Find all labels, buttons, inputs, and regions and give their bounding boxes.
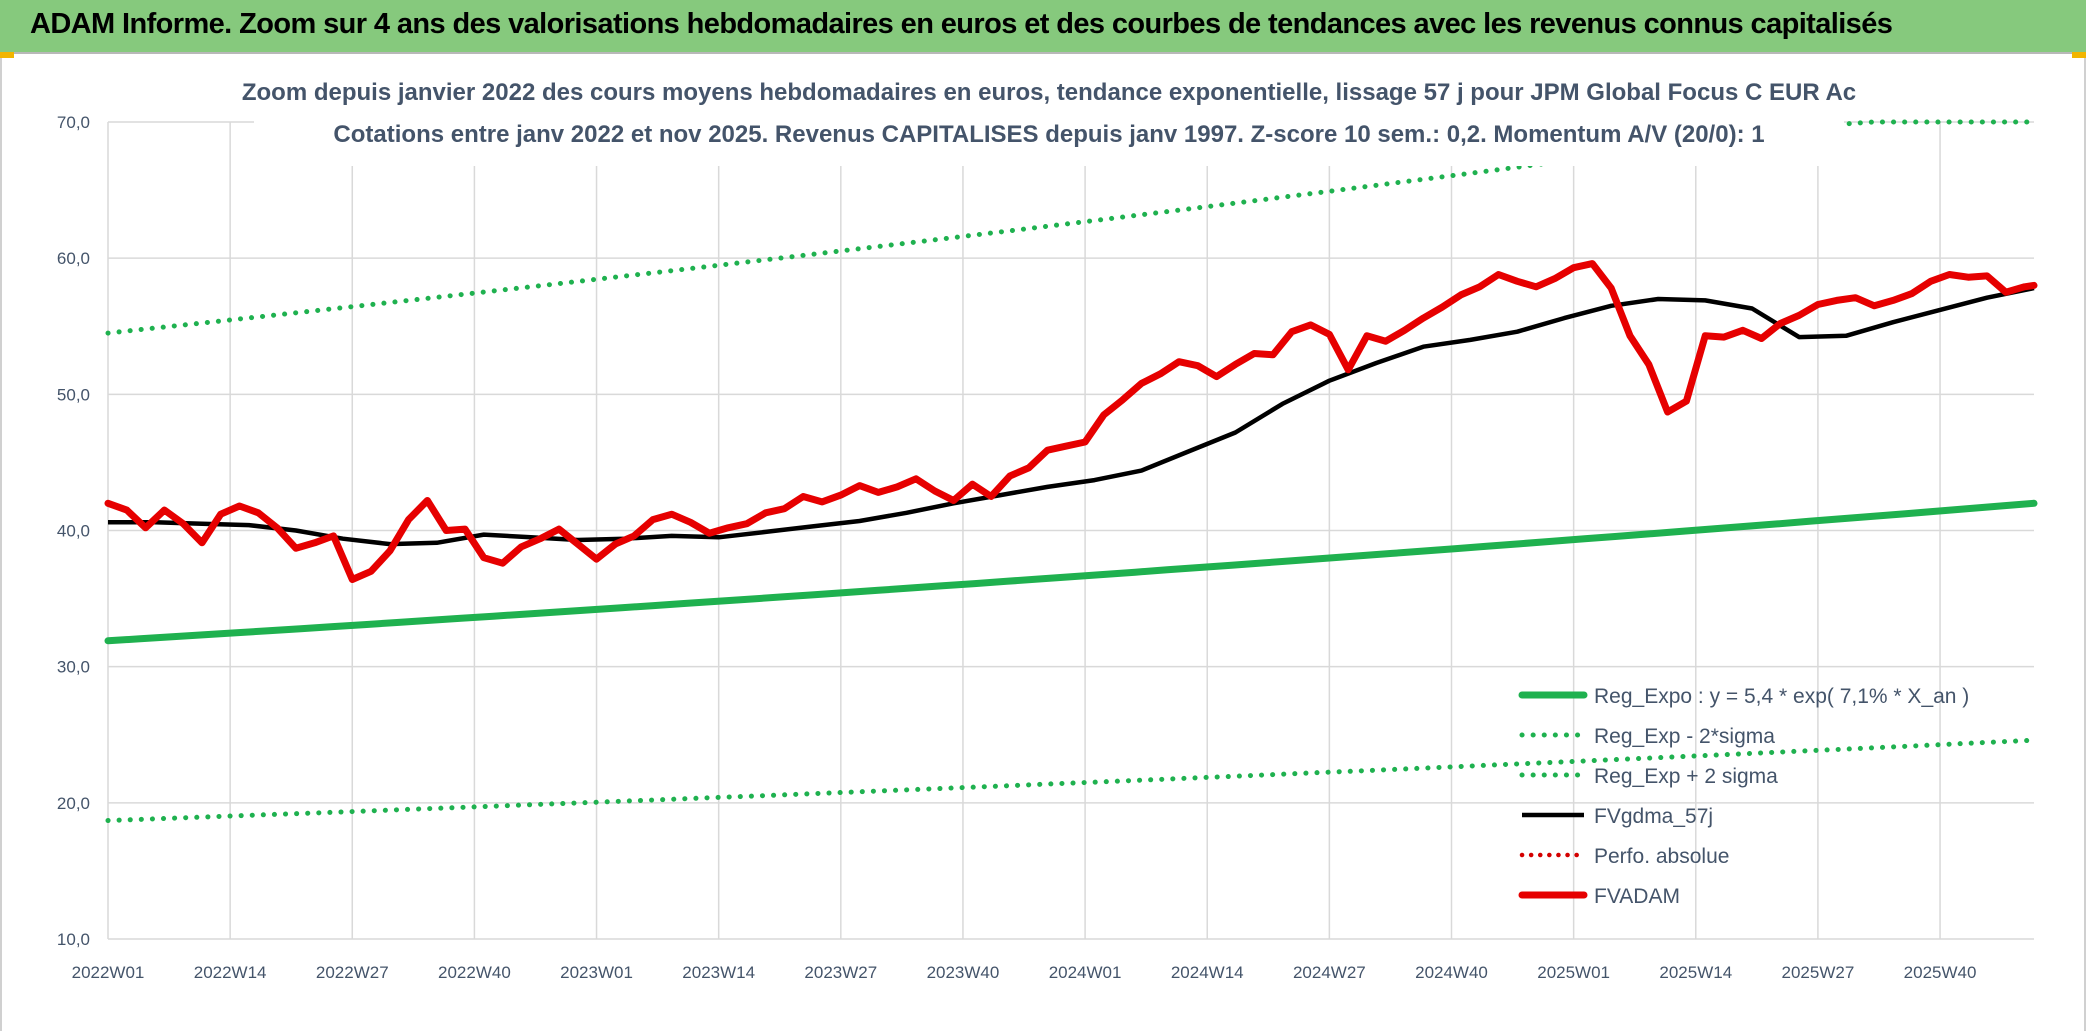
title-backdrop [254, 60, 1844, 166]
chart-frame: 70,0 60,0 50,0 40,0 30,0 20,0 10,0 2022W01 2022… [0, 58, 2086, 1031]
chart-subtitle: Cotations entre janv 2022 et nov 2025. R… [333, 121, 1764, 148]
x-tick-label: 2024W40 [1415, 963, 1488, 982]
legend: Reg_Expo : y = 5,4 * exp( 7,1% * X_an ) R… [1518, 685, 1969, 908]
legend-label: FVgdma_57j [1594, 805, 1713, 828]
y-tick-label: 50,0 [57, 385, 90, 404]
y-tick-label: 40,0 [57, 522, 90, 541]
series-line-5 [104, 260, 2038, 583]
x-tick-label: 2024W14 [1171, 963, 1244, 982]
y-tick-label: 60,0 [57, 249, 90, 268]
series-line-0 [104, 499, 2038, 645]
y-tick-label: 20,0 [57, 794, 90, 813]
header-accent-left [0, 52, 14, 58]
gridlines [107, 121, 2034, 940]
series-line-2 [105, 119, 2037, 336]
series-line-3 [108, 285, 2035, 547]
x-tick-label: 2023W27 [804, 963, 877, 982]
legend-label: Reg_Exp + 2 sigma [1594, 765, 1778, 788]
x-tick-label: 2024W27 [1293, 963, 1366, 982]
x-tick-label: 2023W14 [682, 963, 755, 982]
header-bar: ADAM Informe. Zoom sur 4 ans des valoris… [0, 0, 2086, 58]
series-lines [104, 119, 2038, 823]
x-tick-label: 2025W40 [1904, 963, 1977, 982]
y-tick-label: 70,0 [57, 113, 90, 132]
page-title: ADAM Informe. Zoom sur 4 ans des valoris… [30, 8, 1893, 40]
y-tick-label: 30,0 [57, 658, 90, 677]
x-tick-label: 2025W27 [1782, 963, 1855, 982]
y-axis-ticks: 70,0 60,0 50,0 40,0 30,0 20,0 10,0 [57, 113, 90, 949]
x-tick-label: 2022W14 [194, 963, 267, 982]
legend-label: Perfo. absolue [1594, 845, 1729, 868]
series-line-1 [105, 737, 2037, 823]
x-tick-label: 2022W01 [72, 963, 145, 982]
chart-svg: 70,060,050,040,030,020,010,0 2022W01 2022… [57, 60, 2038, 982]
x-tick-label: 2023W40 [927, 963, 1000, 982]
x-tick-label: 2025W14 [1659, 963, 1732, 982]
y-tick-label: 10,0 [57, 930, 90, 949]
x-tick-label: 2025W01 [1537, 963, 1610, 982]
x-axis-ticks: 2022W01 2022W14 2022W27 2022W40 2023W01 2023W… [72, 963, 1977, 982]
header-accent-right [2072, 52, 2086, 58]
chart-title: Zoom depuis janvier 2022 des cours moyen… [242, 79, 1856, 106]
legend-label: Reg_Exp - 2*sigma [1594, 725, 1775, 748]
x-tick-label: 2024W01 [1049, 963, 1122, 982]
x-tick-label: 2022W40 [438, 963, 511, 982]
x-tick-label: 2022W27 [316, 963, 389, 982]
x-tick-label: 2023W01 [560, 963, 633, 982]
legend-label: FVADAM [1594, 885, 1680, 908]
legend-label: Reg_Expo : y = 5,4 * exp( 7,1% * X_an ) [1594, 685, 1969, 708]
